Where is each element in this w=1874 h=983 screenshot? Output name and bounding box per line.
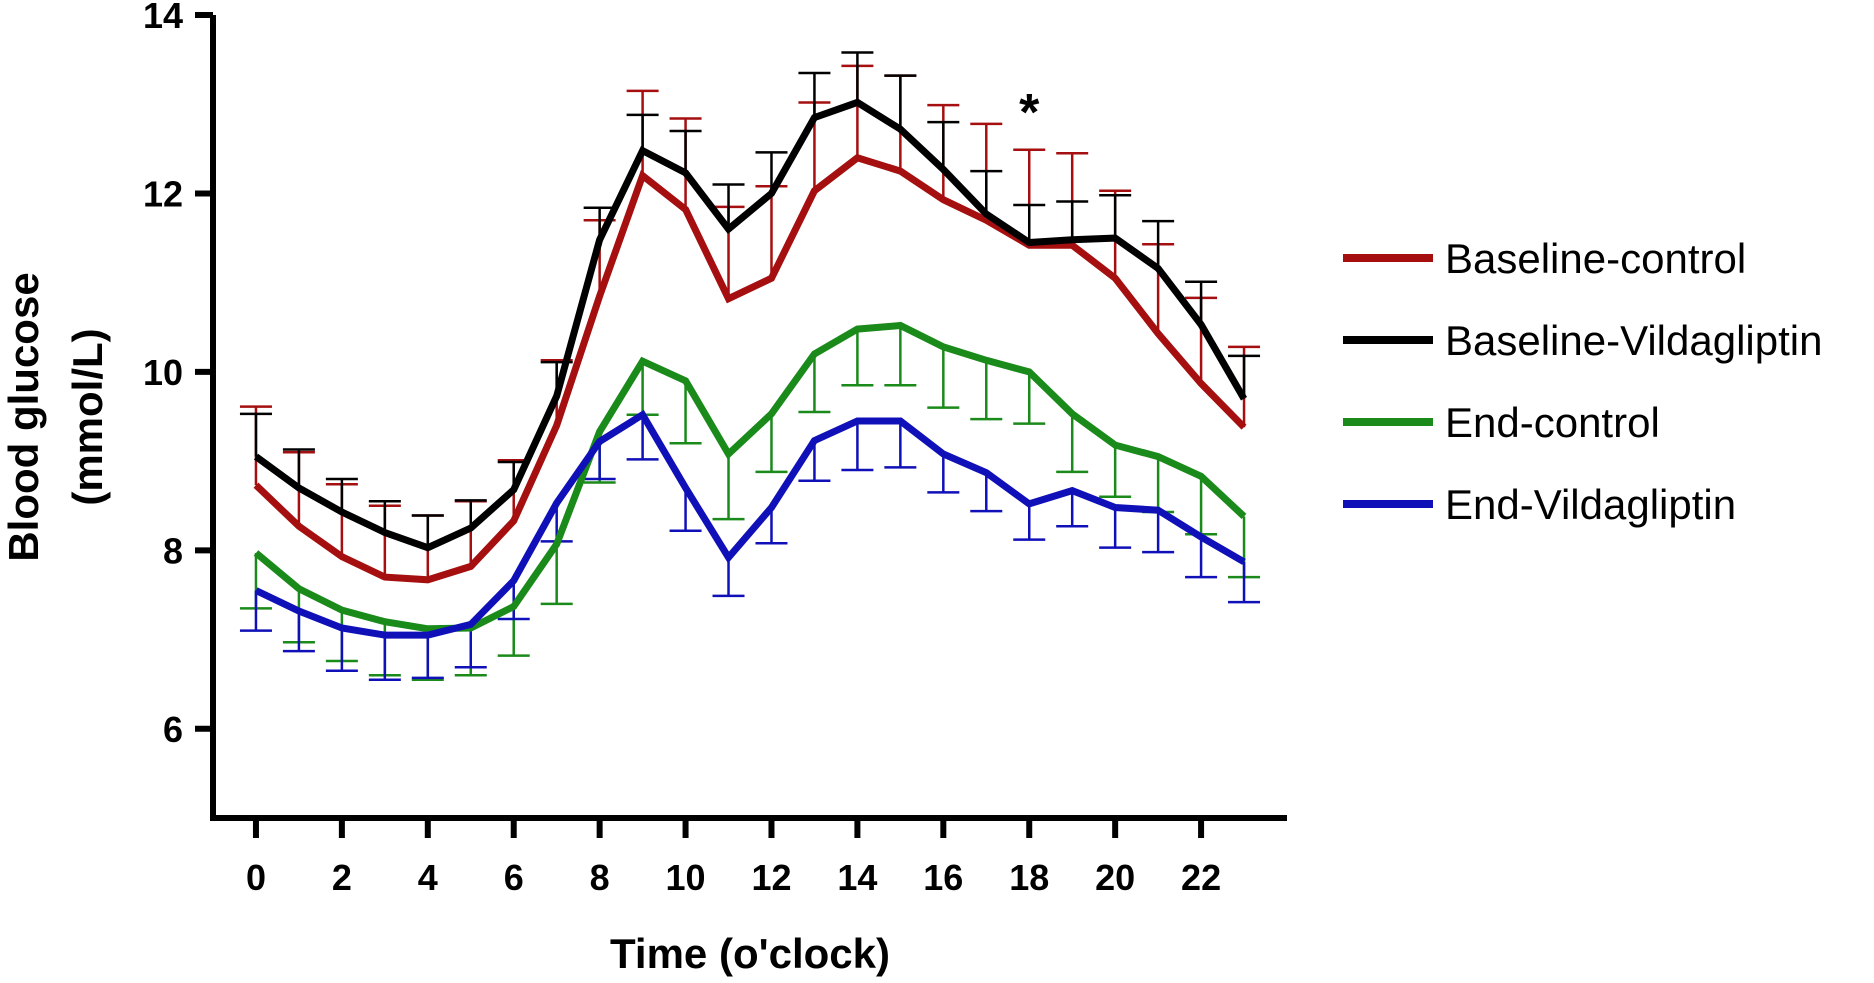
legend-item: End-control <box>1343 399 1660 446</box>
error-bar <box>1142 510 1175 554</box>
error-bar <box>712 183 745 230</box>
x-tick-label: 16 <box>923 857 963 898</box>
error-bar <box>712 557 745 598</box>
error-bar <box>1013 371 1046 425</box>
error-bar <box>454 624 487 669</box>
x-tick-label: 6 <box>504 857 524 898</box>
series-line-end-vildagliptin <box>254 409 1246 639</box>
error-bar <box>927 453 960 494</box>
error-bar <box>884 325 917 387</box>
ticks: 6 8 10 12 14 0 2 4 6 8 10 12 14 16 18 20 22 <box>143 0 1221 898</box>
error-bar <box>712 453 745 521</box>
error-bar <box>970 169 1003 214</box>
error-bar <box>239 412 272 457</box>
series-line-end-control <box>253 321 1247 633</box>
x-tick-label: 20 <box>1095 857 1135 898</box>
error-bar <box>368 500 401 533</box>
error-bar <box>411 514 444 548</box>
series-line-baseline-control <box>253 153 1247 584</box>
error-bar <box>1099 507 1132 549</box>
x-tick-label: 0 <box>246 857 266 898</box>
error-bar <box>282 448 315 488</box>
error-bar <box>669 129 702 173</box>
error-bar <box>1013 503 1046 541</box>
y-axis-title-line2: (mmol/L) <box>64 328 111 505</box>
error-bar <box>970 472 1003 513</box>
x-tick-label: 12 <box>751 857 791 898</box>
error-bar <box>540 544 573 606</box>
y-tick-label: 6 <box>163 709 183 750</box>
error-bar <box>626 414 659 461</box>
error-bar <box>1185 280 1218 325</box>
legend-label: Baseline-control <box>1445 235 1746 282</box>
axes <box>210 15 1287 821</box>
error-bar <box>970 360 1003 421</box>
error-bar <box>1099 445 1132 499</box>
legend-label: End-Vildagliptin <box>1445 481 1736 528</box>
error-bar <box>583 441 616 481</box>
error-bar <box>884 420 917 469</box>
error-bar <box>1013 203 1046 243</box>
error-bar <box>669 487 702 532</box>
error-bar <box>841 51 874 103</box>
error-bar <box>884 74 917 130</box>
error-bar <box>1185 536 1218 579</box>
x-tick-label: 22 <box>1181 857 1221 898</box>
error-bar <box>497 580 530 621</box>
error-bars <box>239 51 1261 681</box>
error-bar <box>1228 354 1261 399</box>
legend-item: Baseline-control <box>1343 235 1746 282</box>
error-bar <box>841 329 874 387</box>
legend-label: Baseline-Vildagliptin <box>1445 317 1822 364</box>
error-bar <box>841 420 874 472</box>
error-bar <box>411 635 444 680</box>
significance-marker: * <box>1019 84 1040 142</box>
x-axis-title: Time (o'clock) <box>610 930 890 977</box>
error-bar <box>1056 413 1089 474</box>
y-tick-label: 10 <box>143 352 183 393</box>
y-tick-label: 12 <box>143 173 183 214</box>
legend: Baseline-control Baseline-Vildagliptin End… <box>1343 235 1822 528</box>
error-bar <box>755 507 788 545</box>
error-bar <box>1056 490 1089 528</box>
y-tick-label: 14 <box>143 0 183 36</box>
legend-label: End-control <box>1445 399 1660 446</box>
error-bar <box>325 627 358 673</box>
error-bar <box>1228 561 1261 604</box>
error-bar <box>1056 200 1089 240</box>
error-bar <box>325 477 358 512</box>
x-tick-label: 8 <box>590 857 610 898</box>
error-bar <box>927 120 960 170</box>
error-bar <box>1142 219 1175 269</box>
error-bar <box>1099 193 1132 239</box>
legend-item: End-Vildagliptin <box>1343 481 1736 528</box>
error-bar <box>755 413 788 474</box>
error-bar <box>239 590 272 632</box>
error-bar <box>927 346 960 409</box>
error-bar <box>282 611 315 653</box>
error-bar <box>798 354 831 414</box>
legend-item: Baseline-Vildagliptin <box>1343 317 1822 364</box>
series-line-baseline-vildagliptin <box>253 98 1248 552</box>
x-tick-label: 4 <box>418 857 438 898</box>
annotations: * <box>1019 84 1040 142</box>
y-tick-label: 8 <box>163 530 183 571</box>
error-bar <box>626 113 659 151</box>
error-bar <box>368 635 401 681</box>
error-bar <box>798 440 831 482</box>
error-bar <box>669 380 702 445</box>
x-tick-label: 18 <box>1009 857 1049 898</box>
x-tick-label: 10 <box>666 857 706 898</box>
error-bar <box>798 71 831 118</box>
series-lines <box>253 98 1248 639</box>
x-tick-label: 2 <box>332 857 352 898</box>
y-axis-title-line1: Blood glucose <box>0 272 47 561</box>
x-tick-label: 14 <box>837 857 877 898</box>
